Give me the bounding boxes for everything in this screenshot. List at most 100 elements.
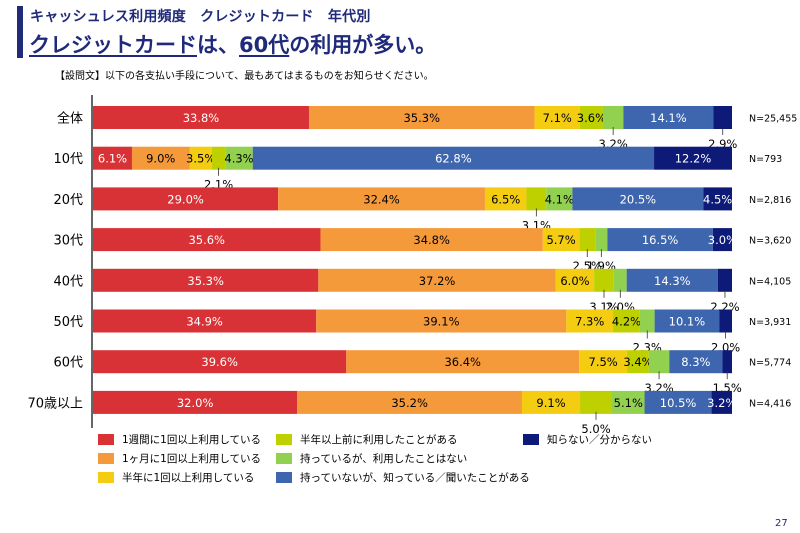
data-label: 29.0% [167, 192, 204, 206]
bar-segment [297, 390, 522, 414]
bar-segment [626, 268, 718, 292]
data-label: 9.0% [146, 152, 175, 166]
chart-subtitle: キャッシュレス利用頻度 クレジットカード 年代別 [30, 9, 371, 25]
data-label: 3.2% [707, 396, 736, 410]
legend-swatch [98, 453, 114, 464]
bar-segment [719, 309, 732, 333]
survey-question: 【設問文】以下の各支払い手段について、最もあてはまるものをお知らせください。 [55, 71, 434, 82]
data-label: 8.3% [681, 355, 710, 369]
headline-part-1: クレジットカード [29, 33, 197, 57]
data-label: 3.0% [708, 233, 737, 247]
headline-part-3: 60代 [239, 33, 290, 57]
data-label: 34.9% [186, 315, 223, 329]
sample-size-label: N=3,931 [749, 317, 791, 328]
data-label: 36.4% [444, 355, 481, 369]
bar-segment [308, 106, 535, 129]
sample-size-label: N=3,620 [749, 236, 791, 247]
data-label: 35.3% [187, 274, 224, 288]
data-label: 10.1% [669, 315, 706, 329]
bar-segment [572, 187, 704, 211]
bar-segment [93, 309, 317, 333]
category-label: 全体 [57, 111, 83, 127]
title-accent-bar [17, 6, 23, 58]
bar-segment [93, 350, 347, 374]
sample-size-label: N=2,816 [749, 195, 791, 206]
bar-segment [93, 268, 319, 292]
legend-label: 持っていないが、知っている／聞いたことがある [300, 472, 530, 484]
page-number: 27 [775, 518, 788, 529]
data-label: 16.5% [642, 233, 679, 247]
category-label: 10代 [53, 152, 83, 167]
data-label: 4.1% [545, 192, 574, 206]
data-label: 35.2% [391, 396, 428, 410]
legend-label: 1ヶ月に1回以上利用している [122, 453, 262, 465]
bar-segment [131, 146, 190, 170]
bar-segment [189, 146, 212, 170]
legend-item: 1週間に1回以上利用している [98, 432, 261, 447]
sample-size-label: N=25,455 [749, 114, 797, 125]
legend-label: 知らない／分からない [547, 434, 652, 446]
data-label: 3.6% [577, 111, 606, 125]
bar-segment [93, 187, 279, 211]
legend-swatch [276, 434, 292, 445]
data-label: 9.1% [536, 396, 565, 410]
data-label: 33.8% [183, 111, 220, 125]
bar-segment [611, 390, 645, 414]
sample-size-label: N=4,416 [749, 398, 791, 409]
bar-segment [703, 187, 732, 211]
legend-label: 半年以上前に利用したことがある [300, 434, 458, 446]
data-label: 4.2% [612, 315, 641, 329]
data-label: 4.3% [224, 152, 253, 166]
data-label: 32.0% [177, 396, 214, 410]
bar-segment [318, 268, 556, 292]
bar-segment [648, 350, 670, 374]
bar-segment [93, 390, 298, 414]
data-label: 37.2% [419, 274, 456, 288]
legend-swatch [98, 472, 114, 483]
bar-segment [278, 187, 485, 211]
data-label: 7.1% [543, 111, 572, 125]
bar-segment [639, 309, 655, 333]
bar-segment [534, 106, 580, 129]
data-label: 39.6% [201, 355, 238, 369]
legend-item: 持っていないが、知っている／聞いたことがある [276, 470, 530, 485]
legend-swatch [523, 434, 539, 445]
category-label: 20代 [53, 193, 83, 208]
sample-size-label: N=4,105 [749, 276, 791, 287]
data-label: 14.1% [650, 111, 687, 125]
bar-segment [712, 228, 732, 252]
bar-segment [320, 228, 543, 252]
data-label: 6.0% [560, 274, 589, 288]
legend-swatch [276, 472, 292, 483]
data-label: 32.4% [363, 192, 400, 206]
data-label: 35.3% [403, 111, 440, 125]
headline-part-4: の利用が多い。 [289, 33, 437, 57]
bar-segment [93, 106, 309, 129]
category-label: 60代 [53, 356, 83, 371]
data-label: 14.3% [654, 274, 691, 288]
data-label: 5.1% [614, 396, 643, 410]
bar-segment [316, 309, 567, 333]
bar-segment [225, 146, 253, 170]
data-label: 3.4% [623, 355, 652, 369]
legend-item: 持っているが、利用したことはない [276, 451, 467, 466]
bar-segment [722, 350, 732, 374]
bar-segment [644, 390, 712, 414]
bar-segment [546, 187, 573, 211]
legend-item: 1ヶ月に1回以上利用している [98, 451, 261, 466]
bar-segment [542, 228, 580, 252]
category-label: 30代 [53, 234, 83, 249]
legend-swatch [276, 453, 292, 464]
legend-item: 半年に1回以上利用している [98, 470, 254, 485]
bar-segment [93, 146, 132, 170]
bar-segment [526, 187, 547, 211]
data-label: 7.3% [575, 315, 604, 329]
legend-label: 半年に1回以上利用している [122, 472, 255, 484]
bar-segment [484, 187, 527, 211]
bar-segment [607, 228, 713, 252]
bar-segment [579, 350, 628, 374]
data-label: 12.2% [675, 152, 712, 166]
data-label: 39.1% [423, 315, 460, 329]
sample-size-label: N=793 [749, 154, 782, 165]
legend-label: 1週間に1回以上利用している [122, 434, 262, 446]
